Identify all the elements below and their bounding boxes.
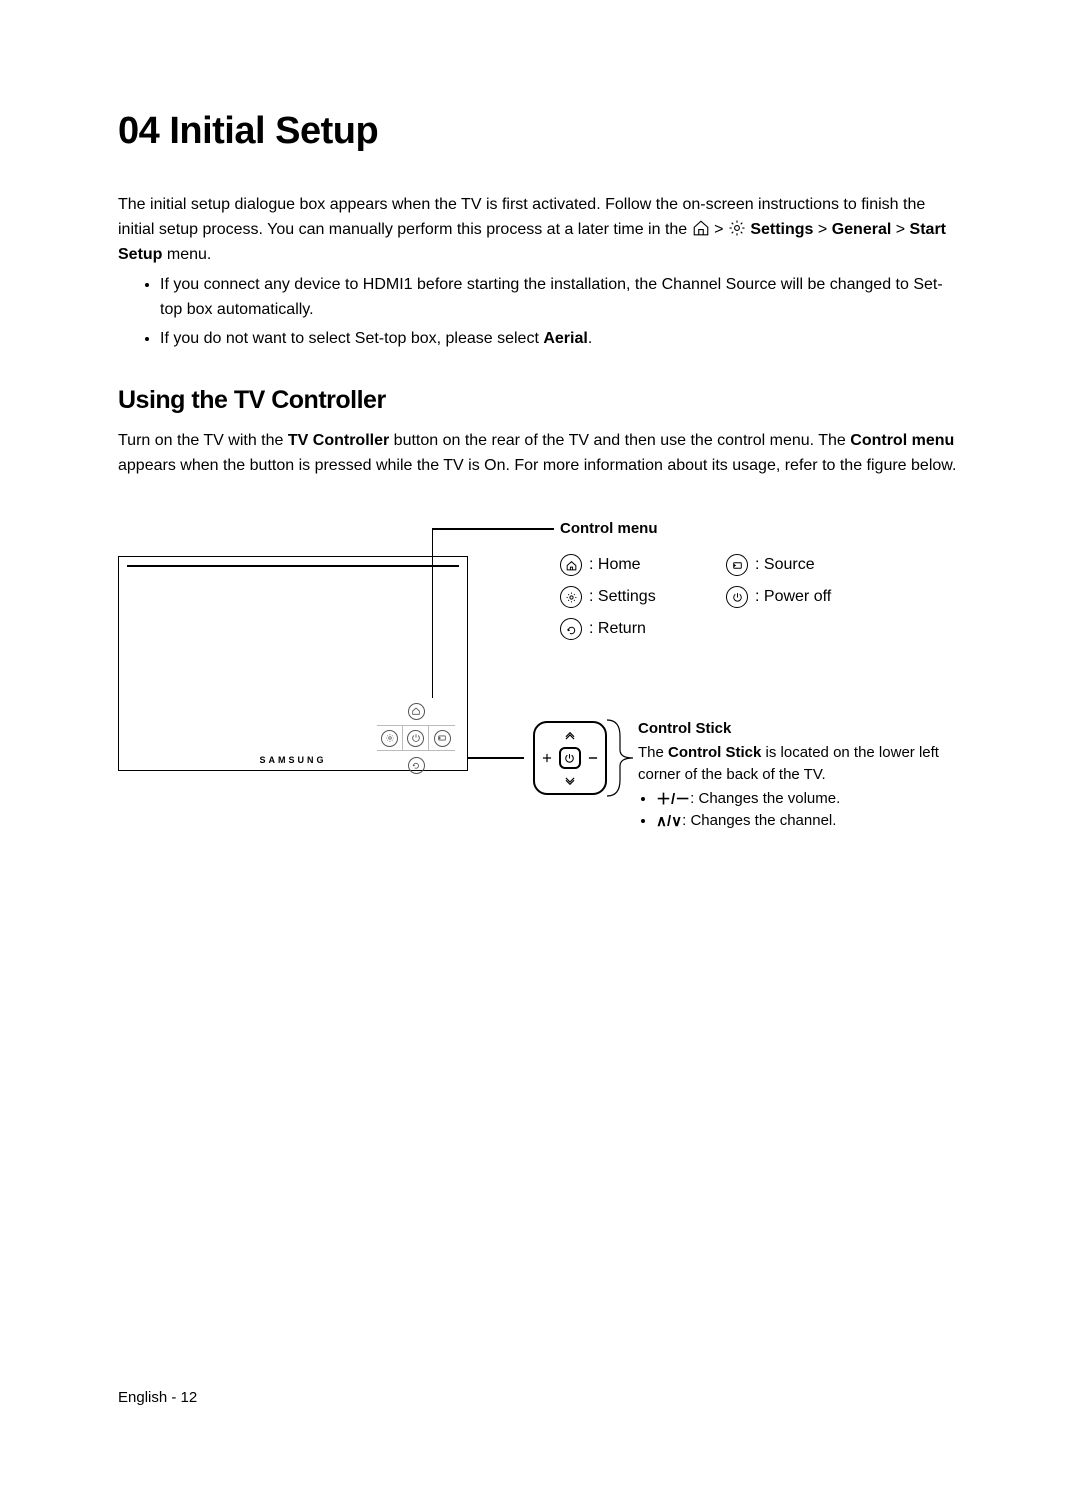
control-stick-bold: Control Stick bbox=[668, 744, 761, 761]
legend-label: : Power off bbox=[755, 588, 831, 606]
control-stick-diagram bbox=[533, 721, 607, 795]
panel-home-icon bbox=[408, 703, 425, 720]
intro-bullets: If you connect any device to HDMI1 befor… bbox=[118, 273, 962, 351]
gear-icon bbox=[560, 586, 582, 608]
control-stick-title: Control Stick bbox=[638, 718, 968, 740]
separator: > bbox=[714, 221, 728, 238]
page-title: 04 Initial Setup bbox=[118, 110, 962, 153]
connector-line bbox=[468, 757, 524, 758]
bracket-curve bbox=[607, 716, 633, 800]
chevron-down-icon bbox=[563, 775, 577, 789]
section-paragraph: Turn on the TV with the TV Controller bu… bbox=[118, 429, 962, 479]
legend-label: : Return bbox=[589, 620, 646, 638]
intro-text-b: menu. bbox=[167, 246, 211, 263]
control-stick-body: The Control Stick is located on the lowe… bbox=[638, 742, 968, 786]
connector-line bbox=[432, 528, 554, 529]
home-icon bbox=[560, 554, 582, 576]
legend-home: : Home bbox=[560, 554, 641, 576]
list-item: If you connect any device to HDMI1 befor… bbox=[160, 273, 962, 323]
section-title: Using the TV Controller bbox=[118, 386, 962, 415]
plus-minus-icon: ＋/－ bbox=[656, 789, 690, 811]
source-icon bbox=[726, 554, 748, 576]
button-panel bbox=[377, 699, 455, 777]
minus-icon bbox=[586, 751, 600, 765]
panel-gear-icon bbox=[381, 730, 398, 747]
home-icon bbox=[692, 219, 710, 237]
controller-diagram: SAMSUNG Control menu : Home : Settings bbox=[118, 506, 962, 836]
return-icon bbox=[560, 618, 582, 640]
period: . bbox=[588, 330, 592, 347]
page-footer: English - 12 bbox=[118, 1389, 197, 1406]
list-item: ∧/∨: Changes the channel. bbox=[656, 810, 968, 833]
control-stick-description: Control Stick The Control Stick is locat… bbox=[638, 718, 968, 833]
panel-power-icon bbox=[407, 730, 424, 747]
intro-paragraph: The initial setup dialogue box appears w… bbox=[118, 193, 962, 267]
text: button on the rear of the TV and then us… bbox=[389, 432, 850, 449]
text: The bbox=[638, 744, 668, 761]
power-icon bbox=[559, 747, 581, 769]
text: : Changes the volume. bbox=[690, 790, 840, 807]
text: Turn on the TV with the bbox=[118, 432, 288, 449]
aerial-label: Aerial bbox=[543, 330, 587, 347]
text: : Changes the channel. bbox=[682, 812, 836, 829]
separator: > bbox=[818, 221, 832, 238]
general-label: General bbox=[832, 221, 892, 238]
tv-controller-label: TV Controller bbox=[288, 432, 389, 449]
plus-icon bbox=[540, 751, 554, 765]
list-item: If you do not want to select Set-top box… bbox=[160, 327, 962, 352]
power-icon bbox=[726, 586, 748, 608]
control-menu-heading: Control menu bbox=[560, 520, 658, 537]
chevron-up-icon bbox=[563, 728, 577, 742]
legend-label: : Settings bbox=[589, 588, 656, 606]
list-item: ＋/－: Changes the volume. bbox=[656, 788, 968, 811]
gear-icon bbox=[728, 219, 746, 237]
legend-label: : Home bbox=[589, 556, 641, 574]
legend-label: : Source bbox=[755, 556, 815, 574]
legend-source: : Source bbox=[726, 554, 815, 576]
tv-outline: SAMSUNG bbox=[118, 556, 468, 771]
separator: > bbox=[896, 221, 910, 238]
panel-return-icon bbox=[408, 757, 425, 774]
settings-label: Settings bbox=[750, 221, 813, 238]
control-menu-label: Control menu bbox=[850, 432, 954, 449]
legend-return: : Return bbox=[560, 618, 646, 640]
up-down-icon: ∧/∨ bbox=[656, 811, 682, 833]
panel-source-icon bbox=[434, 730, 451, 747]
bullet-text: If you do not want to select Set-top box… bbox=[160, 330, 543, 347]
tv-bezel-line bbox=[127, 565, 459, 566]
legend-settings: : Settings bbox=[560, 586, 656, 608]
text: appears when the button is pressed while… bbox=[118, 457, 956, 474]
legend-power: : Power off bbox=[726, 586, 831, 608]
